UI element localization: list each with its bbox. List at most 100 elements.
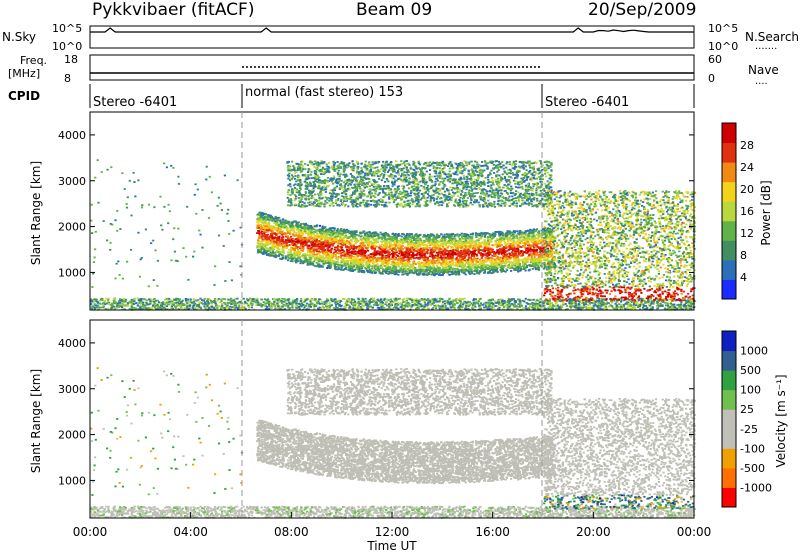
heatmap-cell (678, 304, 680, 306)
heatmap-cell (664, 302, 666, 304)
heatmap-cell (265, 308, 267, 310)
heatmap-cell (203, 300, 205, 302)
heatmap-cell (328, 305, 330, 307)
heatmap-cell (330, 300, 332, 302)
heatmap-cell (547, 301, 549, 303)
heatmap-cell (538, 235, 540, 237)
heatmap-cell (410, 264, 412, 266)
heatmap-cell (392, 272, 394, 274)
heatmap-cell (690, 305, 692, 307)
heatmap-cell (647, 301, 649, 303)
heatmap-cell (164, 302, 166, 304)
heatmap-cell (308, 305, 310, 307)
heatmap-cell (536, 237, 538, 239)
heatmap-cell (369, 237, 371, 239)
heatmap-cell (469, 301, 471, 303)
heatmap-cell (287, 305, 289, 307)
heatmap-cell (378, 307, 380, 309)
heatmap-cell (510, 304, 512, 306)
heatmap-cell (492, 303, 494, 305)
heatmap-cell (354, 301, 356, 303)
heatmap-cell (645, 301, 647, 303)
heatmap-cell (532, 268, 534, 270)
heatmap-cell (483, 307, 485, 309)
heatmap-cell (146, 299, 148, 301)
heatmap-cell (236, 298, 238, 300)
power-heatmap (90, 159, 696, 311)
heatmap-cell (139, 305, 141, 307)
heatmap-cell (406, 298, 408, 300)
heatmap-cell (565, 303, 567, 305)
heatmap-cell (299, 256, 301, 258)
heatmap-cell (519, 303, 521, 305)
heatmap-cell (487, 302, 489, 304)
heatmap-cell (427, 304, 429, 306)
heatmap-cell (666, 302, 668, 304)
heatmap-cell (305, 305, 307, 307)
heatmap-cell (168, 298, 170, 300)
heatmap-cell (282, 246, 284, 248)
heatmap-cell (517, 299, 519, 301)
heatmap-cell (351, 298, 353, 300)
heatmap-cell (620, 306, 622, 308)
heatmap-cell (627, 305, 629, 307)
heatmap-cell (378, 304, 380, 306)
heatmap-cell (442, 301, 444, 303)
heatmap-cell (179, 298, 181, 300)
heatmap-cell (125, 299, 127, 301)
heatmap-cell (650, 298, 652, 300)
heatmap-cell (646, 308, 648, 310)
heatmap-cell (179, 305, 181, 307)
heatmap-cell (175, 299, 177, 301)
heatmap-cell (532, 263, 534, 265)
heatmap-cell (592, 303, 594, 305)
heatmap-cell (671, 307, 673, 309)
heatmap-cell (555, 303, 557, 305)
nave-tick-top: 60 (708, 53, 722, 66)
heatmap-cell (441, 303, 443, 305)
heatmap-cell (178, 300, 180, 302)
heatmap-cell (476, 302, 478, 304)
heatmap-cell (229, 306, 231, 308)
heatmap-cell (502, 254, 504, 256)
heatmap-cell (316, 302, 318, 304)
heatmap-cell (157, 304, 159, 306)
heatmap-cell (378, 246, 380, 248)
heatmap-cell (95, 300, 97, 302)
heatmap-cell (611, 305, 613, 307)
heatmap-cell (149, 301, 151, 303)
heatmap-cell (506, 302, 508, 304)
heatmap-cell (141, 306, 143, 308)
heatmap-cell (497, 308, 499, 310)
heatmap-cell (688, 303, 690, 305)
heatmap-cell (400, 306, 402, 308)
heatmap-cell (102, 303, 104, 305)
heatmap-cell (367, 308, 369, 310)
heatmap-cell (116, 305, 118, 307)
heatmap-cell (673, 304, 675, 306)
heatmap-cell (355, 258, 357, 260)
heatmap-cell (171, 307, 173, 309)
heatmap-cell (462, 304, 464, 306)
heatmap-cell (216, 307, 218, 309)
heatmap-cell (427, 234, 429, 236)
heatmap-cell (535, 301, 537, 303)
heatmap-cell (282, 301, 284, 303)
heatmap-cell (108, 303, 110, 305)
freq-tick-top: 18 (64, 53, 78, 66)
heatmap-cell (94, 303, 96, 305)
heatmap-cell (280, 300, 282, 302)
heatmap-cell (461, 306, 463, 308)
heatmap-cell (390, 299, 392, 301)
heatmap-cell (473, 298, 475, 300)
nave-label: Nave (748, 63, 779, 77)
freq-tick-bottom: 8 (64, 72, 71, 85)
heatmap-cell (543, 259, 545, 261)
heatmap-cell (283, 304, 285, 306)
heatmap-cell (99, 303, 101, 305)
heatmap-cell (403, 298, 405, 300)
heatmap-cell (390, 263, 392, 265)
heatmap-cell (276, 308, 278, 310)
heatmap-cell (114, 301, 116, 303)
